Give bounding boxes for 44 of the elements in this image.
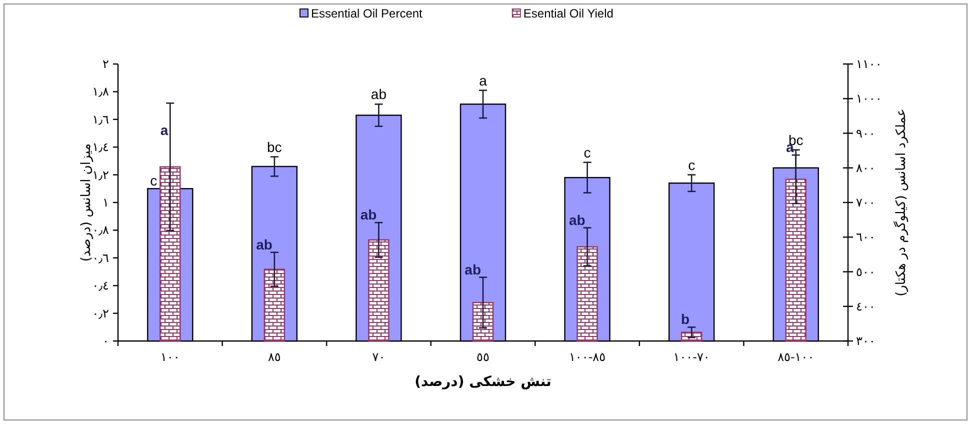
data-label: a (160, 122, 168, 138)
y2-tick-label: ١١٠٠ (856, 57, 882, 71)
data-label: c (150, 172, 158, 189)
legend-label: Esential Oil Yield (523, 6, 614, 20)
y2-tick-label: ٨٠٠ (856, 160, 876, 175)
x-tick-label: ٨٥-١٠٠ (568, 350, 606, 364)
y-tick-label: ٠٫٢ (92, 306, 109, 320)
y2-tick-label: ١٠٠٠ (856, 92, 882, 106)
x-tick-label: ٥٥ (476, 350, 490, 364)
y2-tick-label: ٩٠٠ (856, 126, 876, 140)
legend-label: Essential Oil Percent (311, 6, 424, 20)
y-tick-label: ١٫٤ (92, 140, 109, 154)
y2-tick-label: ٦٠٠ (856, 230, 876, 244)
y-tick-label: ٠ (102, 334, 109, 348)
y2-tick-label: ٤٠٠ (856, 299, 876, 314)
data-label: b (681, 311, 690, 328)
y-axis-title: میزان اسانس (درصد) (79, 143, 94, 262)
y-tick-label: ٠٫٦ (92, 250, 109, 265)
x-axis-title: تنش خشکی (درصد) (414, 374, 552, 390)
y-tick-label: ١٫٨ (92, 84, 110, 99)
data-label: ab (370, 86, 387, 102)
data-label: c (584, 144, 591, 160)
x-tick-label: ١٠٠ (160, 350, 180, 364)
data-label: a (479, 72, 488, 88)
y-tick-label: ١٫٦ (92, 112, 109, 126)
y2-tick-label: ٥٠٠ (856, 264, 876, 279)
data-label: bc (267, 138, 282, 155)
data-label: ab (464, 261, 481, 278)
y-tick-label: ٢ (102, 57, 109, 71)
y-tick-label: ٠٫٤ (92, 278, 109, 293)
y2-tick-label: ٧٠٠ (856, 196, 876, 210)
x-tick-label: ٧٠-١٠٠ (673, 350, 710, 364)
x-tick-label: ٧٠ (372, 350, 386, 364)
y2-axis-title: عملکرد اسانس (کیلوگرم در هکتار) (893, 108, 909, 296)
y-tick-label: ١ (102, 196, 109, 210)
data-label: c (688, 156, 696, 173)
y-tick-label: ٠٫٨ (92, 223, 110, 238)
x-tick-label: ١٠٠-٨٥ (778, 350, 814, 364)
data-label: ab (568, 212, 586, 228)
data-label: ab (360, 206, 377, 223)
y-tick-label: ١٫٢ (92, 168, 109, 182)
data-label: ab (256, 236, 272, 252)
x-tick-label: ٨٥ (268, 350, 281, 364)
y2-tick-label: ٣٠٠ (856, 334, 876, 348)
